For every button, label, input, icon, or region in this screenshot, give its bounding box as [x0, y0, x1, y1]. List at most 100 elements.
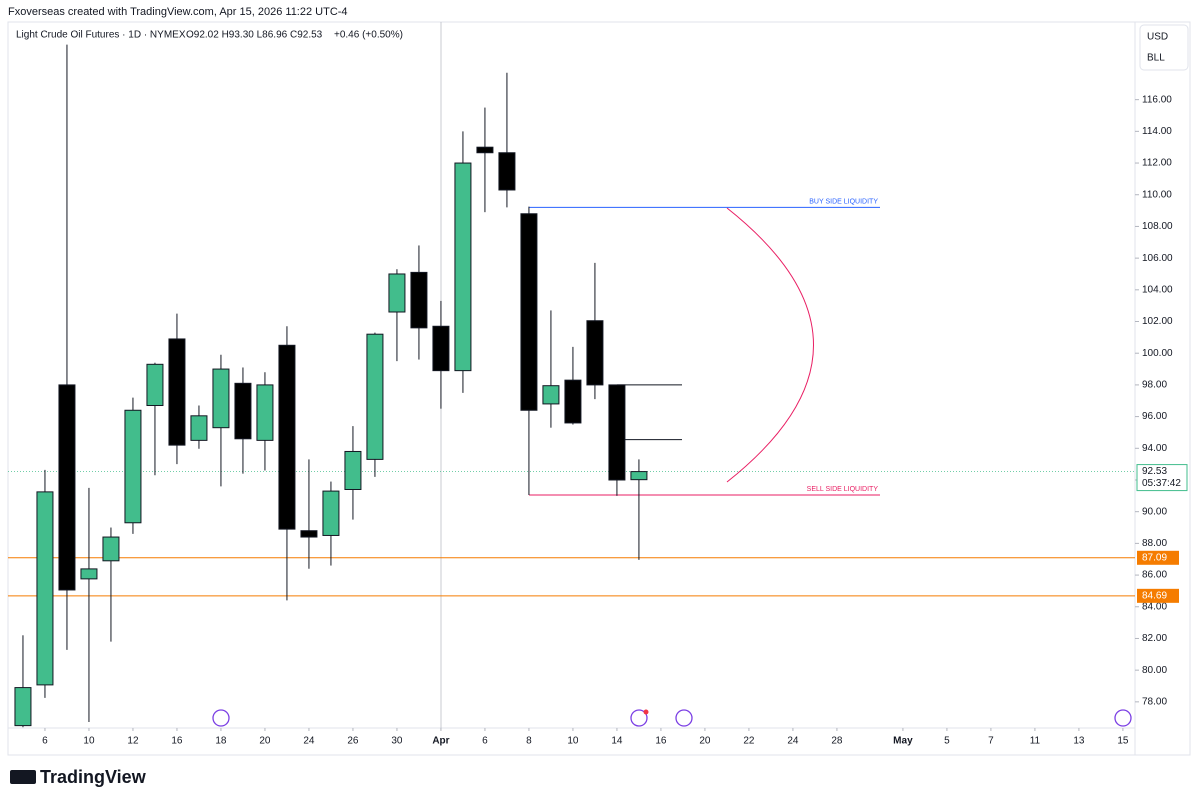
symbol: Light Crude Oil Futures · 1D · NYMEX [16, 30, 186, 41]
y-tick-label: 84.00 [1142, 601, 1167, 612]
ohlc: O92.02 H93.30 L86.96 C92.53 [186, 30, 323, 41]
x-tick-label: 26 [347, 736, 359, 747]
candle-body [586, 320, 604, 386]
unit[interactable]: BLL [1147, 53, 1165, 64]
x-tick-label: 24 [787, 736, 799, 747]
y-tick-label: 88.00 [1142, 538, 1167, 549]
candle-body [256, 384, 274, 441]
candle-body [542, 385, 560, 405]
candle-body [190, 415, 208, 441]
y-tick-label: 108.00 [1142, 221, 1173, 232]
event-icons [212, 709, 1132, 727]
x-tick-label: 12 [127, 736, 139, 747]
x-tick-label: 18 [215, 736, 227, 747]
chart-frame [7, 21, 1191, 756]
countdown: 05:37:42 [1142, 478, 1181, 489]
candle-body [212, 368, 230, 429]
candle-body [410, 271, 428, 329]
liquidity-label: SELL SIDE LIQUIDITY [807, 486, 879, 493]
candle-body [58, 384, 76, 591]
x-tick-label: 10 [83, 736, 95, 747]
y-tick-label: 116.00 [1142, 94, 1172, 105]
candle-body [168, 338, 186, 446]
change: +0.46 (+0.50%) [334, 30, 403, 41]
x-tick-label: 7 [988, 736, 994, 747]
y-tick-label: 80.00 [1142, 665, 1167, 676]
y-tick-label: 112.00 [1142, 158, 1172, 169]
y-tick-label: 98.00 [1142, 380, 1167, 391]
price-label: 84.69 [1142, 590, 1167, 601]
brand: TradingView [40, 767, 147, 787]
y-tick-label: 104.00 [1142, 284, 1173, 295]
x-tick-label: 11 [1030, 736, 1041, 747]
candle-body [80, 568, 98, 580]
candle-body [432, 325, 450, 372]
candle-body [608, 384, 626, 481]
x-tick-label: 30 [391, 736, 403, 747]
candle-body [124, 409, 142, 524]
candle-body [564, 379, 582, 424]
candle-body [498, 152, 516, 191]
x-tick-label: 6 [42, 736, 48, 747]
y-tick-label: 94.00 [1142, 443, 1167, 454]
y-tick-label: 106.00 [1142, 253, 1173, 264]
y-tick-label: 102.00 [1142, 316, 1173, 327]
event-dot [643, 709, 649, 715]
event-icon [630, 709, 648, 727]
event-icon [212, 709, 230, 727]
x-tick-label: 16 [171, 736, 183, 747]
candle-body [366, 333, 384, 460]
x-tick-label: 14 [611, 736, 623, 747]
curve-drawing [726, 207, 814, 483]
event-icon [1114, 709, 1132, 727]
x-tick-label: 13 [1073, 736, 1085, 747]
currency-box[interactable] [1139, 24, 1189, 71]
x-tick-label: 8 [526, 736, 532, 747]
candle-body [322, 490, 340, 536]
candle-body [14, 687, 32, 727]
candle-body [630, 471, 648, 481]
currency[interactable]: USD [1147, 32, 1168, 43]
y-tick-label: 82.00 [1142, 633, 1167, 644]
y-tick-label: 100.00 [1142, 348, 1173, 359]
candle-body [234, 382, 252, 440]
candle-body [36, 491, 54, 686]
x-tick-label: 10 [567, 736, 579, 747]
y-tick-label: 78.00 [1142, 696, 1167, 707]
candle-body [102, 536, 120, 562]
candle-body [454, 162, 472, 372]
last-price-label: 92.53 [1142, 466, 1167, 477]
header: Fxoverseas created with TradingView.com,… [8, 6, 348, 18]
x-tick-label: 28 [831, 736, 843, 747]
x-tick-label: Apr [432, 736, 449, 747]
y-tick-label: 110.00 [1142, 189, 1172, 200]
candle-body [476, 146, 494, 154]
y-tick-label: 96.00 [1142, 411, 1167, 422]
candle-body [146, 363, 164, 407]
price-label: 87.09 [1142, 552, 1167, 563]
liquidity-label: BUY SIDE LIQUIDITY [809, 198, 878, 205]
price-label-box [1137, 550, 1179, 565]
candle-body [278, 344, 296, 530]
x-tick-label: 16 [655, 736, 667, 747]
x-tick-label: 15 [1117, 736, 1129, 747]
last-price-box [1136, 464, 1188, 492]
y-tick-label: 90.00 [1142, 506, 1167, 517]
y-tick-label: 86.00 [1142, 570, 1167, 581]
x-tick-label: 24 [303, 736, 315, 747]
x-tick-label: 20 [699, 736, 711, 747]
logo-mark [10, 770, 36, 784]
x-tick-label: 20 [259, 736, 271, 747]
candle-body [344, 450, 362, 490]
price-label-box [1137, 588, 1179, 603]
candle-body [300, 530, 318, 538]
x-tick-label: May [893, 736, 913, 747]
candle-body [388, 273, 406, 313]
x-tick-label: 6 [482, 736, 488, 747]
event-icon [675, 709, 693, 727]
y-tick-label: 114.00 [1142, 126, 1172, 137]
x-tick-label: 22 [743, 736, 755, 747]
x-tick-label: 5 [944, 736, 950, 747]
candle-body [520, 213, 538, 411]
